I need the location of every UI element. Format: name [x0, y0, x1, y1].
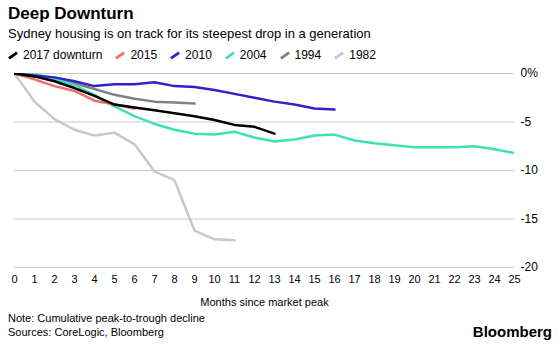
svg-text:22: 22	[448, 273, 460, 285]
html-text:2010: 2010	[185, 48, 212, 62]
svg-text:8: 8	[171, 273, 177, 285]
svg-text:-15: -15	[521, 212, 539, 226]
svg-text:17: 17	[348, 273, 360, 285]
svg-text:1: 1	[31, 273, 37, 285]
svg-text:13: 13	[268, 273, 280, 285]
svg-text:24: 24	[488, 273, 500, 285]
svg-text:2: 2	[51, 273, 57, 285]
html-text:2017 downturn: 2017 downturn	[23, 48, 103, 62]
html-text:Sources: CoreLogic, Bloomberg: Sources: CoreLogic, Bloomberg	[8, 326, 164, 338]
svg-text:7: 7	[151, 273, 157, 285]
html-text:2004: 2004	[239, 48, 267, 62]
html-text:Bloomberg: Bloomberg	[472, 323, 552, 340]
svg-text:11: 11	[229, 273, 240, 285]
svg-text:25: 25	[508, 273, 520, 285]
svg-text:3: 3	[71, 273, 77, 285]
svg-text:12: 12	[248, 273, 260, 285]
svg-text:Months since market peak: Months since market peak	[200, 296, 329, 308]
html-text:Deep Downturn: Deep Downturn	[8, 4, 134, 23]
svg-text:21: 21	[428, 273, 440, 285]
svg-text:18: 18	[368, 273, 380, 285]
html-text:1994: 1994	[294, 48, 322, 62]
svg-text:-10: -10	[521, 163, 539, 177]
svg-text:14: 14	[288, 273, 300, 285]
html-text:1982: 1982	[349, 48, 376, 62]
svg-text:19: 19	[388, 273, 400, 285]
svg-text:15: 15	[308, 273, 320, 285]
svg-text:0%: 0%	[521, 66, 539, 80]
svg-text:9: 9	[191, 273, 197, 285]
svg-text:10: 10	[208, 273, 220, 285]
svg-text:16: 16	[328, 273, 340, 285]
svg-text:-20: -20	[521, 260, 539, 274]
svg-text:-5: -5	[521, 115, 532, 129]
svg-text:23: 23	[468, 273, 480, 285]
html-text:Sydney housing is on track for: Sydney housing is on track for its steep…	[8, 26, 371, 41]
svg-text:20: 20	[408, 273, 420, 285]
svg-text:0: 0	[11, 273, 17, 285]
svg-text:6: 6	[131, 273, 137, 285]
svg-text:5: 5	[111, 273, 117, 285]
html-text:2015: 2015	[130, 48, 158, 62]
svg-text:4: 4	[91, 273, 97, 285]
html-text:Note: Cumulative peak-to-troug: Note: Cumulative peak-to-trough decline	[8, 312, 205, 324]
